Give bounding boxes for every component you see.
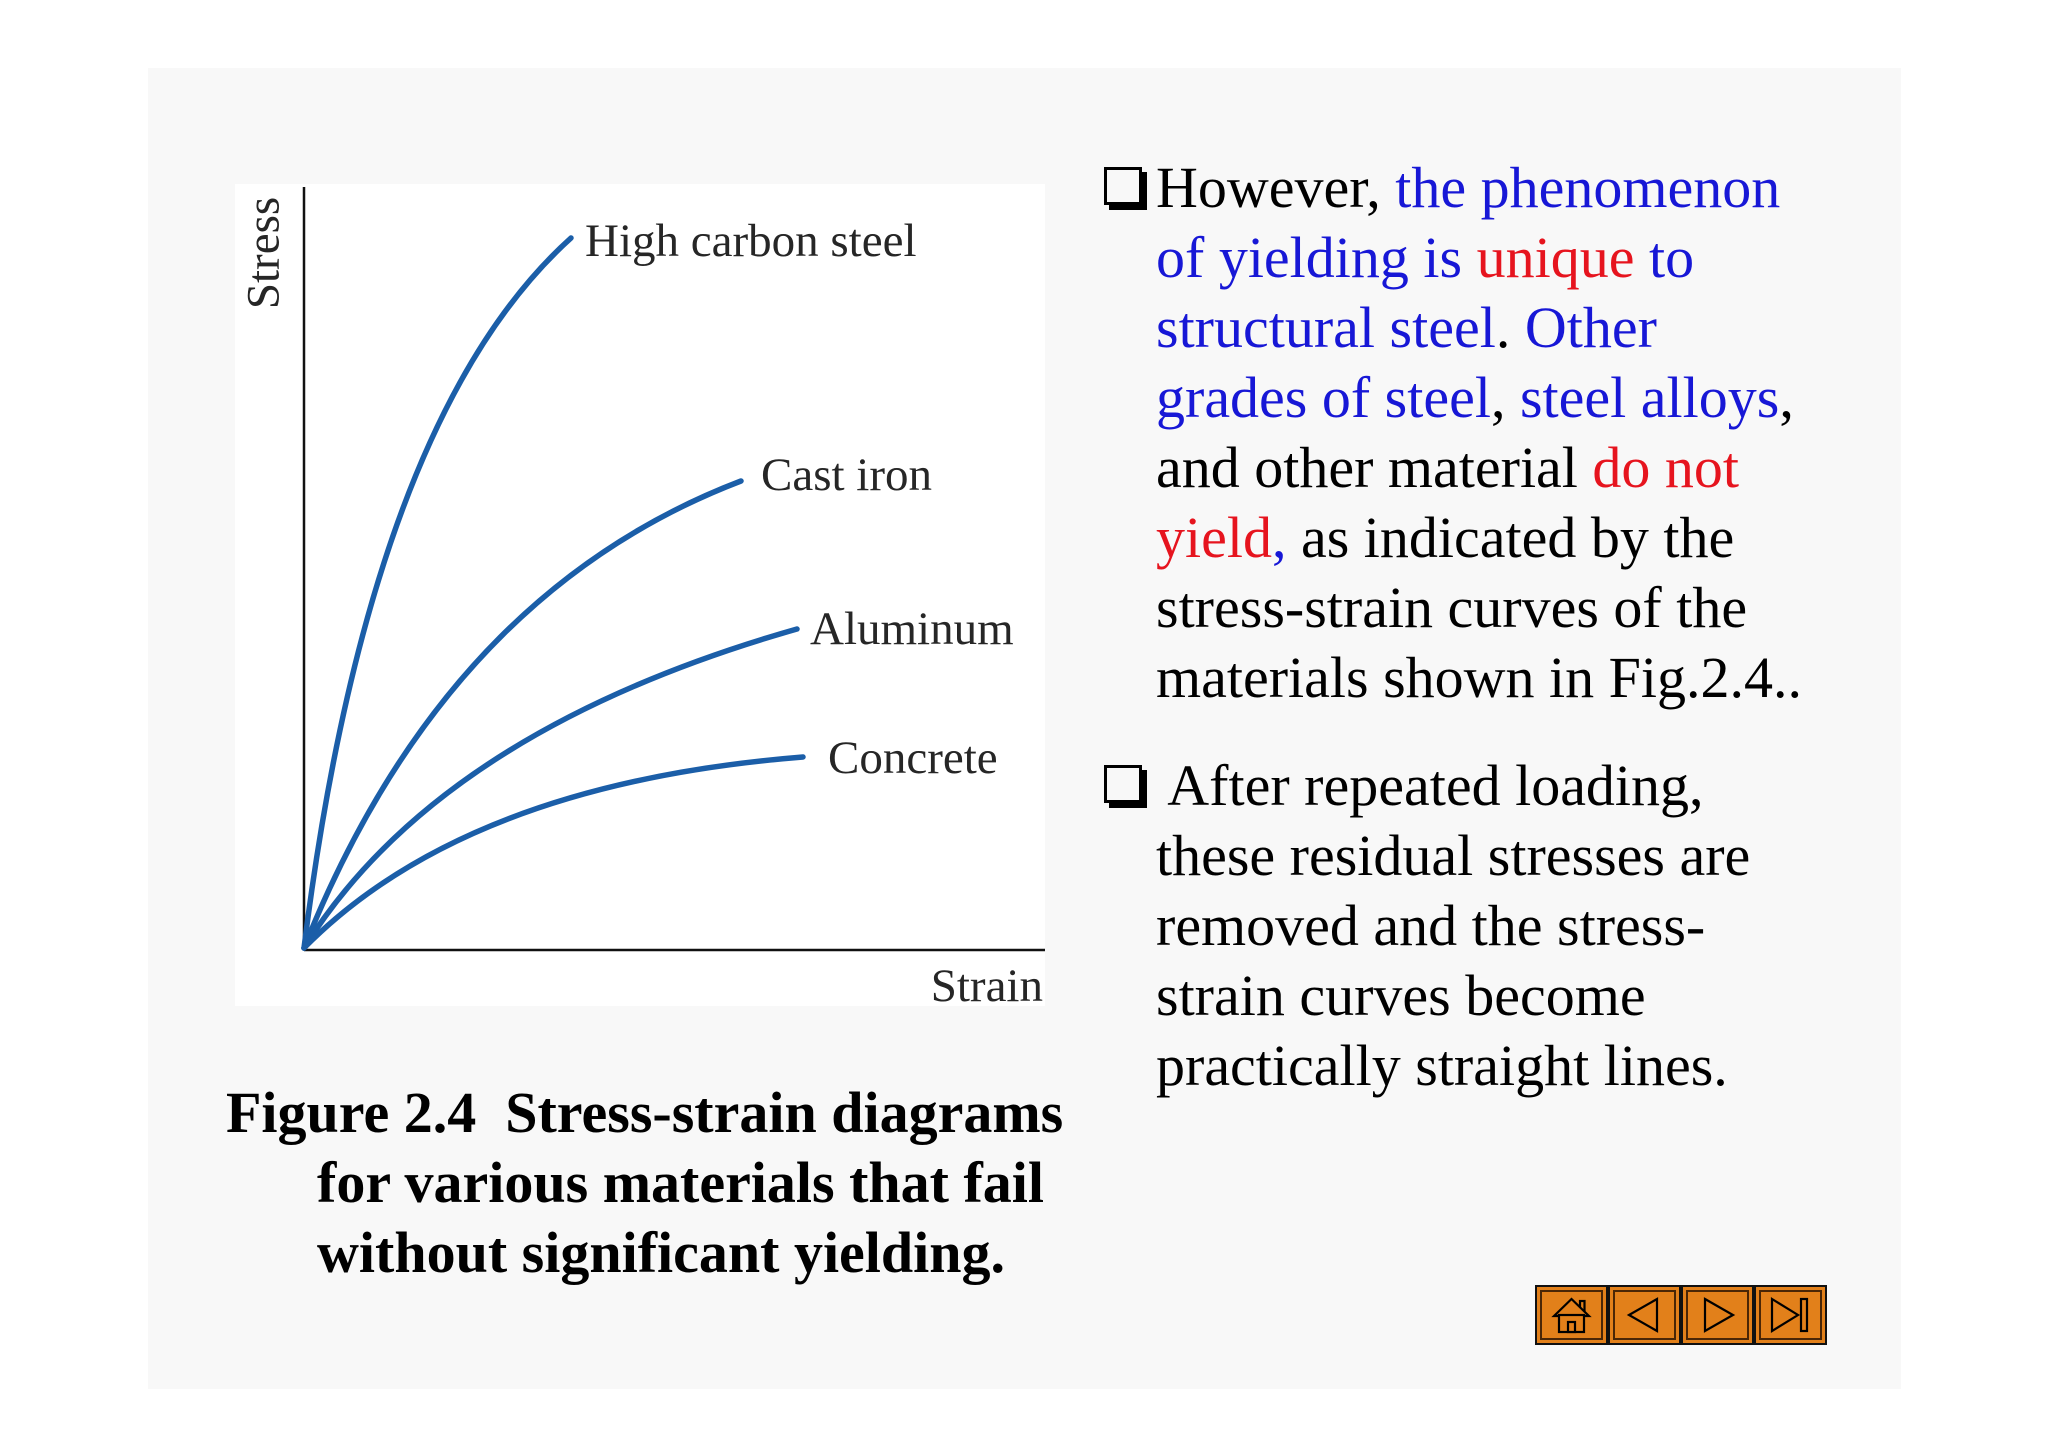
text-segment: unique xyxy=(1476,225,1635,290)
text-segment: as indicated by the xyxy=(1286,505,1735,570)
text-segment: , xyxy=(1271,505,1287,570)
bullet-text-line: and other material do not xyxy=(1156,433,1802,503)
bullet-text-line: strain curves become xyxy=(1156,961,1750,1031)
text-segment: , xyxy=(1779,365,1794,430)
bullet-item: After repeated loading, these residual st… xyxy=(1104,751,1750,1101)
bullet-text-line: of yielding is unique to xyxy=(1156,223,1802,293)
text-segment: However, xyxy=(1156,155,1396,220)
series-label-aluminum: Aluminum xyxy=(810,603,1014,655)
caption-line: Figure 2.4 Stress-strain diagrams xyxy=(226,1080,1064,1145)
stress-strain-chart: High carbon steel Cast iron Aluminum Con… xyxy=(235,184,1045,1006)
text-segment: stress-strain curves of the xyxy=(1156,575,1748,640)
series-label-concrete: Concrete xyxy=(828,732,998,784)
text-segment: steel alloys xyxy=(1519,365,1780,430)
series-label-cast-iron: Cast iron xyxy=(761,449,932,501)
curve-aluminum xyxy=(301,626,800,951)
caption-line: for various materials that fail xyxy=(317,1150,1045,1215)
bullet-text-line: these residual stresses are xyxy=(1156,821,1750,891)
slide-navigation xyxy=(1535,1285,1827,1345)
checkbox-bullet-icon xyxy=(1104,765,1142,803)
curve-concrete xyxy=(301,754,806,951)
curve-cast-iron xyxy=(301,478,744,951)
x-axis-label: Strain xyxy=(931,960,1043,1006)
bullet-text-line: structural steel. Other xyxy=(1156,293,1802,363)
text-segment: strain curves become xyxy=(1156,963,1646,1028)
end-icon xyxy=(1770,1297,1809,1333)
text-segment: yield xyxy=(1156,505,1272,570)
bullet-text-line: practically straight lines. xyxy=(1156,1031,1750,1101)
caption-line: without significant yielding. xyxy=(317,1220,1006,1285)
text-segment: Other xyxy=(1524,295,1657,360)
text-segment: and other material xyxy=(1156,435,1593,500)
figure-caption: Figure 2.4 Stress-strain diagrams for va… xyxy=(226,1078,1063,1288)
chart-svg: High carbon steel Cast iron Aluminum Con… xyxy=(238,187,1045,1006)
bullet-text: After repeated loading, these residual st… xyxy=(1156,751,1750,1101)
bullet-text: However, the phenomenon of yielding is un… xyxy=(1156,153,1802,713)
bullet-text-line: stress-strain curves of the xyxy=(1156,573,1802,643)
text-segment: removed and the stress- xyxy=(1156,893,1706,958)
text-segment: . xyxy=(1495,295,1525,360)
text-segment: these residual stresses are xyxy=(1156,823,1751,888)
checkbox-bullet-icon xyxy=(1104,167,1142,205)
text-segment: materials shown in Fig.2.4.. xyxy=(1156,645,1803,710)
previous-button[interactable] xyxy=(1608,1285,1681,1345)
bullet-item: However, the phenomenon of yielding is un… xyxy=(1104,153,1802,713)
home-button[interactable] xyxy=(1535,1285,1608,1345)
text-segment: do not xyxy=(1592,435,1740,500)
text-segment: , xyxy=(1490,365,1520,430)
series-label-high-carbon-steel: High carbon steel xyxy=(585,215,917,267)
bullet-text-line: materials shown in Fig.2.4.. xyxy=(1156,643,1802,713)
bullet-text-line: yield, as indicated by the xyxy=(1156,503,1802,573)
triangle-right-icon xyxy=(1703,1297,1736,1333)
next-button[interactable] xyxy=(1681,1285,1754,1345)
triangle-left-icon xyxy=(1626,1297,1659,1333)
bullet-text-line: grades of steel, steel alloys, xyxy=(1156,363,1802,433)
text-segment: practically straight lines. xyxy=(1156,1033,1728,1098)
bullet-text-line: After repeated loading, xyxy=(1156,751,1750,821)
home-icon xyxy=(1551,1297,1592,1334)
bullet-text-line: removed and the stress- xyxy=(1156,891,1750,961)
last-button[interactable] xyxy=(1754,1285,1827,1345)
bullet-text-line: However, the phenomenon xyxy=(1156,153,1802,223)
curve-high-carbon-steel xyxy=(301,235,574,951)
text-segment: the phenomenon xyxy=(1395,155,1781,220)
text-segment: After repeated loading, xyxy=(1156,753,1704,818)
text-segment: grades of steel xyxy=(1156,365,1491,430)
text-segment: structural steel xyxy=(1156,295,1496,360)
text-segment: of yielding is xyxy=(1156,225,1477,290)
y-axis-label: Stress xyxy=(238,197,290,309)
text-segment: to xyxy=(1634,225,1695,290)
